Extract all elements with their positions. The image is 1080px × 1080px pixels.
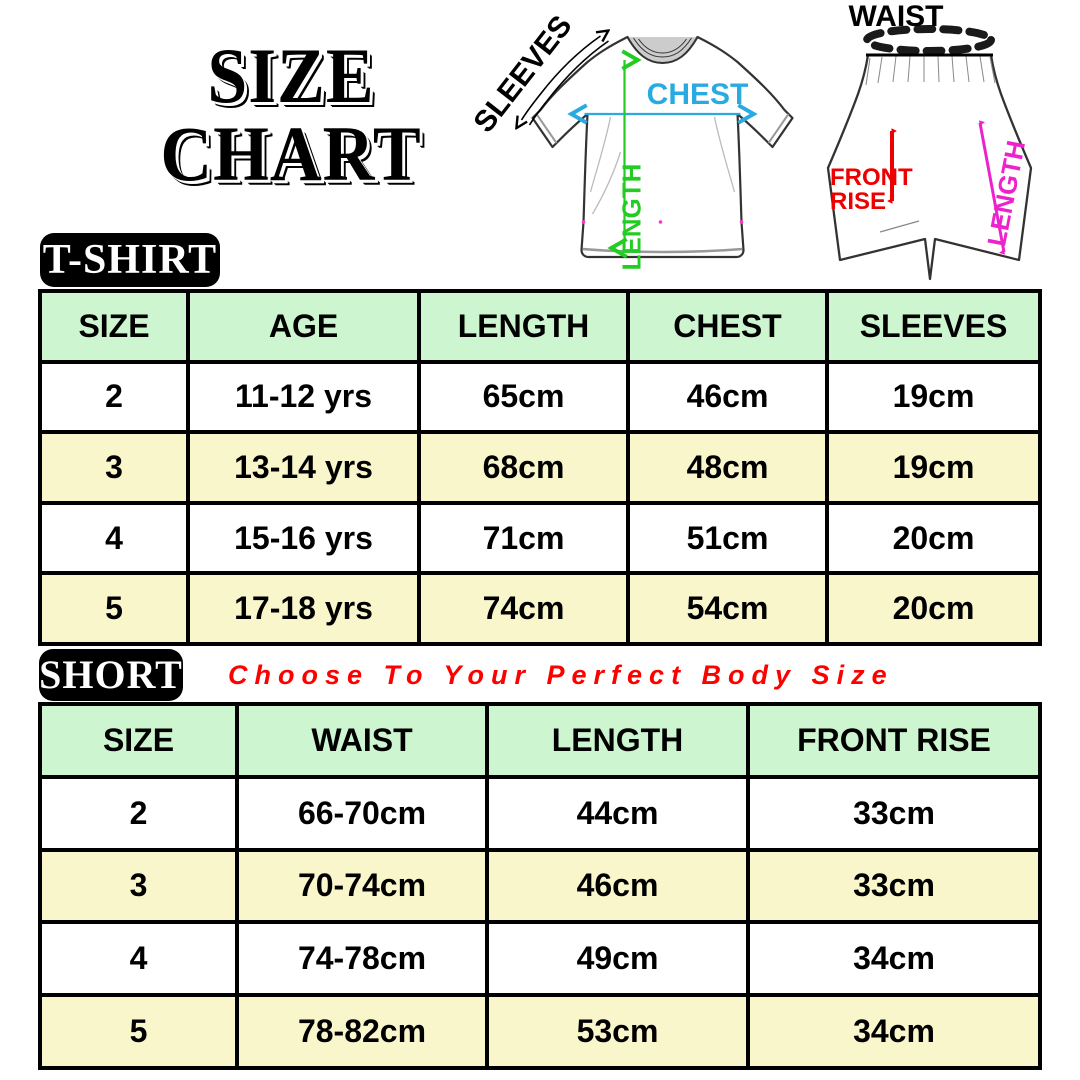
svg-text:FRONT: FRONT: [830, 164, 913, 191]
svg-text:CHEST: CHEST: [647, 78, 749, 111]
svg-text:LENGTH: LENGTH: [617, 164, 647, 271]
svg-text:RISE: RISE: [830, 188, 886, 215]
svg-text:WAIST: WAIST: [849, 0, 944, 33]
